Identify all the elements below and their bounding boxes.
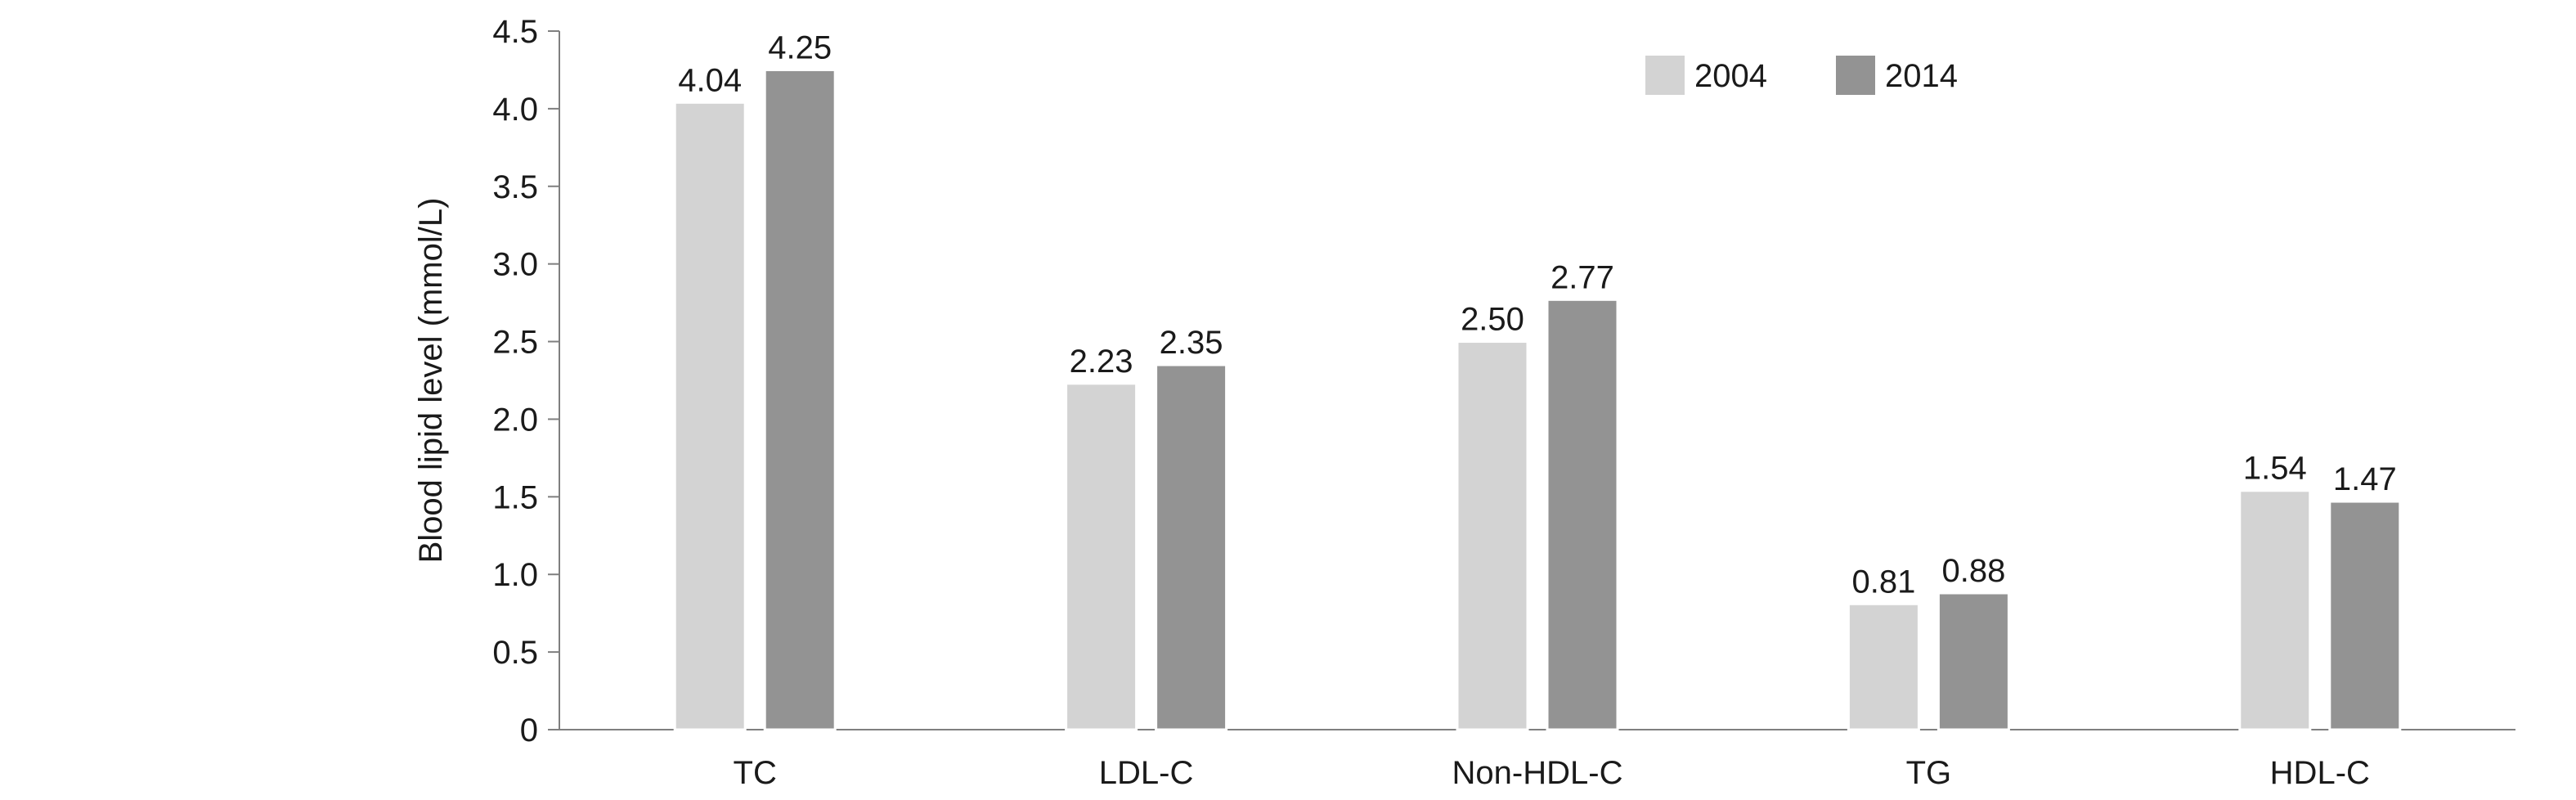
- category-label: LDL-C: [1099, 755, 1194, 791]
- data-label: 1.54: [2243, 451, 2307, 487]
- y-axis-title: Blood lipid level (mmol/L): [413, 198, 449, 564]
- y-tick-label: 0: [520, 712, 538, 748]
- category-label: HDL-C: [2270, 755, 2370, 791]
- y-axis-ticks: 0 0.5 1.0 1.5 2.0 2.5 3.0 3.5 4.0 4.5: [492, 14, 559, 748]
- y-tick-label: 3.5: [492, 169, 538, 205]
- legend-swatch-2014: [1836, 56, 1875, 95]
- data-labels: 4.04 4.25 2.23 2.35 2.50 2.77 0.81 0.88 1.54 1.47: [678, 29, 2396, 600]
- legend: 2004 2014: [1645, 56, 1958, 95]
- data-label: 2.35: [1160, 325, 1223, 361]
- data-label: 4.25: [768, 29, 832, 65]
- bar-2004: [1456, 340, 1529, 731]
- y-tick-label: 3.0: [492, 247, 538, 283]
- bar-2004: [1065, 382, 1138, 731]
- legend-swatch-2004: [1645, 56, 1685, 95]
- y-tick-label: 0.5: [492, 635, 538, 671]
- bar-2014: [1546, 298, 1619, 731]
- legend-label-2014: 2014: [1885, 58, 1958, 94]
- data-label: 2.23: [1070, 344, 1133, 380]
- bar-2004: [2238, 489, 2312, 731]
- bar-2014: [1155, 363, 1228, 731]
- category-labels: TC LDL-C Non-HDL-C TG HDL-C: [734, 755, 2370, 791]
- y-tick-label: 4.0: [492, 92, 538, 128]
- bar-2014: [2328, 500, 2402, 731]
- data-label: 0.81: [1851, 564, 1915, 600]
- bar-2014: [763, 68, 837, 731]
- data-label: 4.04: [678, 62, 742, 98]
- y-tick-label: 2.5: [492, 325, 538, 361]
- bar-2014: [1936, 591, 2010, 731]
- category-label: Non-HDL-C: [1452, 755, 1623, 791]
- bar-2004: [673, 101, 747, 731]
- data-label: 0.88: [1941, 553, 2005, 589]
- y-tick-label: 4.5: [492, 14, 538, 50]
- category-label: TC: [734, 755, 777, 791]
- data-label: 2.77: [1551, 259, 1614, 295]
- data-label: 2.50: [1461, 302, 1524, 338]
- data-label: 1.47: [2333, 461, 2397, 497]
- y-tick-label: 2.0: [492, 402, 538, 438]
- bar-2004: [1847, 602, 1920, 731]
- category-label: TG: [1906, 755, 1952, 791]
- y-tick-label: 1.5: [492, 479, 538, 515]
- axes: [559, 31, 2515, 730]
- legend-label-2004: 2004: [1694, 58, 1767, 94]
- y-tick-label: 1.0: [492, 557, 538, 593]
- bars: [673, 68, 2402, 731]
